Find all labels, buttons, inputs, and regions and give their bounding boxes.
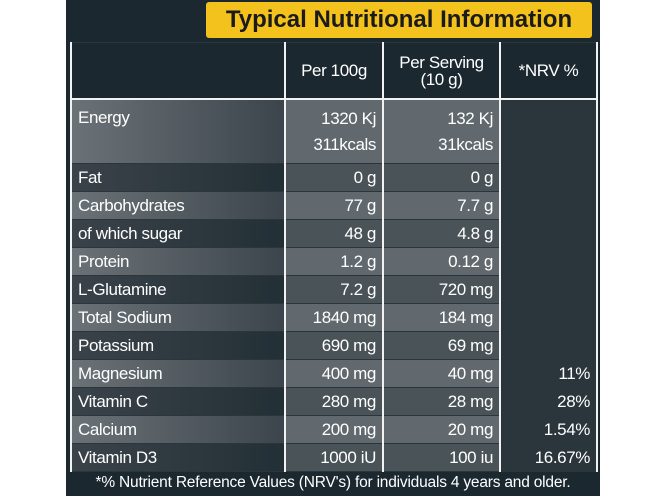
cell-per-100g: 200 mg	[284, 415, 384, 444]
cell-line: 1320 Kj	[321, 108, 376, 128]
table-row: Vitamin D3 1000 iU 100 iu 16.67%	[70, 443, 598, 472]
column-header: Per Serving (10 g)	[382, 42, 501, 100]
column-header: *NRV %	[499, 42, 598, 100]
cell-per-100g: 7.2 g	[284, 275, 384, 304]
cell-per-serving: 720 mg	[382, 275, 501, 304]
cell-per-serving: 0.12 g	[382, 247, 501, 276]
cell-per-100g: 1000 iU	[284, 443, 384, 472]
cell-nrv	[499, 163, 598, 192]
table-row: Total Sodium 1840 mg 184 mg	[70, 303, 598, 332]
cell-nutrient: Vitamin D3	[70, 443, 286, 472]
cell-nutrient: of which sugar	[70, 219, 286, 248]
table-row: Protein 1.2 g 0.12 g	[70, 247, 598, 276]
cell-per-serving: 7.7 g	[382, 191, 501, 220]
cell-nrv: 16.67%	[499, 443, 598, 472]
cell-nrv: 28%	[499, 387, 598, 416]
header-blank	[70, 42, 286, 100]
table-row: Calcium 200 mg 20 mg 1.54%	[70, 415, 598, 444]
nutrition-label: Typical Nutritional Information Per 100g…	[66, 0, 600, 496]
cell-nrv: 11%	[499, 359, 598, 388]
footnote: *% Nutrient Reference Values (NRV's) for…	[95, 474, 571, 491]
cell-nutrient: Magnesium	[70, 359, 286, 388]
cell-line: 132 Kj	[447, 108, 493, 128]
nutrition-table: Per 100g Per Serving (10 g) *NRV % Energy 13…	[70, 42, 598, 472]
cell-nrv	[499, 98, 598, 164]
cell-nutrient: L-Glutamine	[70, 275, 286, 304]
cell-per-100g: 0 g	[284, 163, 384, 192]
cell-per-serving: 20 mg	[382, 415, 501, 444]
table-row: of which sugar 48 g 4.8 g	[70, 219, 598, 248]
cell-per-serving: 100 iu	[382, 443, 501, 472]
cell-nutrient: Potassium	[70, 331, 286, 360]
table-row: Carbohydrates 77 g 7.7 g	[70, 191, 598, 220]
table-body: Energy 1320 Kj 311kcals 132 Kj 31kcals Fat 0 g…	[70, 98, 598, 472]
cell-per-100g: 400 mg	[284, 359, 384, 388]
cell-per-serving: 0 g	[382, 163, 501, 192]
cell-per-100g: 48 g	[284, 219, 384, 248]
cell-per-serving: 132 Kj 31kcals	[382, 98, 501, 164]
cell-nutrient: Protein	[70, 247, 286, 276]
cell-per-100g: 690 mg	[284, 331, 384, 360]
cell-per-serving: 28 mg	[382, 387, 501, 416]
cell-per-100g: 1320 Kj 311kcals	[284, 98, 384, 164]
cell-per-serving: 4.8 g	[382, 219, 501, 248]
table-row: Vitamin C 280 mg 28 mg 28%	[70, 387, 598, 416]
cell-line: Per Serving	[399, 52, 484, 72]
header-row: Per 100g Per Serving (10 g) *NRV %	[70, 42, 598, 100]
cell-nrv	[499, 303, 598, 332]
cell-nrv	[499, 275, 598, 304]
cell-nrv	[499, 219, 598, 248]
cell-per-100g: 280 mg	[284, 387, 384, 416]
cell-nutrient: Vitamin C	[70, 387, 286, 416]
cell-nrv: 1.54%	[499, 415, 598, 444]
cell-nutrient: Carbohydrates	[70, 191, 286, 220]
cell-per-100g: 77 g	[284, 191, 384, 220]
cell-per-serving: 184 mg	[382, 303, 501, 332]
cell-per-100g: 1.2 g	[284, 247, 384, 276]
cell-nutrient: Total Sodium	[70, 303, 286, 332]
cell-nutrient: Calcium	[70, 415, 286, 444]
cell-per-serving: 40 mg	[382, 359, 501, 388]
table-row: Energy 1320 Kj 311kcals 132 Kj 31kcals	[70, 98, 598, 164]
table-row: Magnesium 400 mg 40 mg 11%	[70, 359, 598, 388]
table-row: Potassium 690 mg 69 mg	[70, 331, 598, 360]
cell-nutrient: Fat	[70, 163, 286, 192]
table-row: L-Glutamine 7.2 g 720 mg	[70, 275, 598, 304]
cell-line: 31kcals	[438, 134, 493, 154]
cell-per-serving: 69 mg	[382, 331, 501, 360]
cell-nutrient: Energy	[70, 98, 286, 164]
cell-nrv	[499, 247, 598, 276]
cell-line: 311kcals	[313, 134, 376, 154]
title: Typical Nutritional Information	[206, 2, 592, 38]
cell-nrv	[499, 191, 598, 220]
cell-line: (10 g)	[420, 69, 463, 89]
cell-nrv	[499, 331, 598, 360]
cell-per-100g: 1840 mg	[284, 303, 384, 332]
column-header: Per 100g	[284, 42, 384, 100]
